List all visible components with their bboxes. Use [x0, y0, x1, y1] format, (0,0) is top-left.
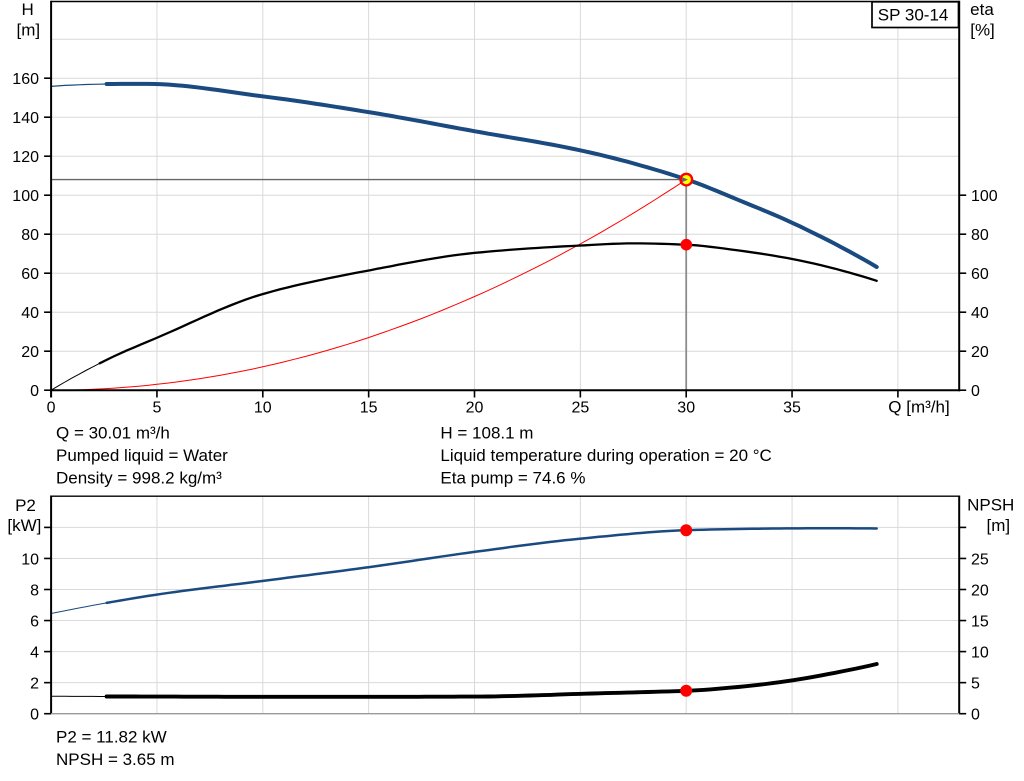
svg-text:15: 15 [360, 399, 378, 416]
svg-text:60: 60 [971, 266, 989, 283]
svg-text:60: 60 [21, 266, 39, 283]
svg-text:140: 140 [12, 110, 39, 127]
svg-text:35: 35 [783, 399, 801, 416]
svg-text:Density = 998.2 kg/m³: Density = 998.2 kg/m³ [56, 469, 222, 488]
svg-text:40: 40 [971, 305, 989, 322]
svg-text:6: 6 [30, 613, 39, 630]
svg-text:40: 40 [21, 305, 39, 322]
svg-text:0: 0 [971, 707, 980, 724]
svg-text:25: 25 [971, 551, 989, 568]
svg-text:2: 2 [30, 675, 39, 692]
svg-text:80: 80 [971, 227, 989, 244]
svg-text:120: 120 [12, 149, 39, 166]
svg-text:P2: P2 [15, 496, 36, 515]
svg-text:SP 30-14: SP 30-14 [878, 6, 949, 25]
svg-text:0: 0 [30, 707, 39, 724]
svg-text:10: 10 [254, 399, 272, 416]
svg-text:5: 5 [971, 675, 980, 692]
svg-text:20: 20 [971, 582, 989, 599]
svg-text:[m]: [m] [16, 21, 40, 40]
svg-text:Liquid temperature during oper: Liquid temperature during operation = 20… [440, 446, 771, 465]
svg-text:Eta pump = 74.6 %: Eta pump = 74.6 % [440, 469, 585, 488]
svg-text:H: H [22, 0, 34, 19]
svg-text:eta: eta [970, 0, 994, 19]
svg-text:80: 80 [21, 227, 39, 244]
svg-text:10: 10 [21, 551, 39, 568]
svg-text:NPSH: NPSH [967, 495, 1014, 514]
svg-text:[%]: [%] [970, 21, 995, 40]
svg-text:[kW]: [kW] [7, 516, 41, 535]
svg-text:25: 25 [572, 399, 590, 416]
svg-text:15: 15 [971, 613, 989, 630]
svg-text:P2 = 11.82 kW: P2 = 11.82 kW [56, 728, 167, 747]
svg-text:Q [m³/h]: Q [m³/h] [888, 397, 949, 416]
svg-text:4: 4 [30, 644, 39, 661]
svg-text:100: 100 [971, 188, 998, 205]
svg-text:0: 0 [971, 383, 980, 400]
svg-text:5: 5 [152, 399, 161, 416]
svg-text:160: 160 [12, 71, 39, 88]
svg-text:Pumped liquid = Water: Pumped liquid = Water [56, 446, 228, 465]
svg-text:20: 20 [21, 344, 39, 361]
svg-text:0: 0 [30, 383, 39, 400]
svg-text:0: 0 [47, 399, 56, 416]
svg-text:8: 8 [30, 582, 39, 599]
svg-text:20: 20 [971, 344, 989, 361]
svg-text:30: 30 [677, 399, 695, 416]
svg-text:20: 20 [466, 399, 484, 416]
svg-text:Q = 30.01 m³/h: Q = 30.01 m³/h [56, 423, 170, 442]
svg-text:100: 100 [12, 188, 39, 205]
svg-text:NPSH = 3.65 m: NPSH = 3.65 m [56, 750, 175, 769]
svg-text:[m]: [m] [986, 516, 1010, 535]
svg-text:H = 108.1 m: H = 108.1 m [440, 423, 533, 442]
svg-text:10: 10 [971, 644, 989, 661]
